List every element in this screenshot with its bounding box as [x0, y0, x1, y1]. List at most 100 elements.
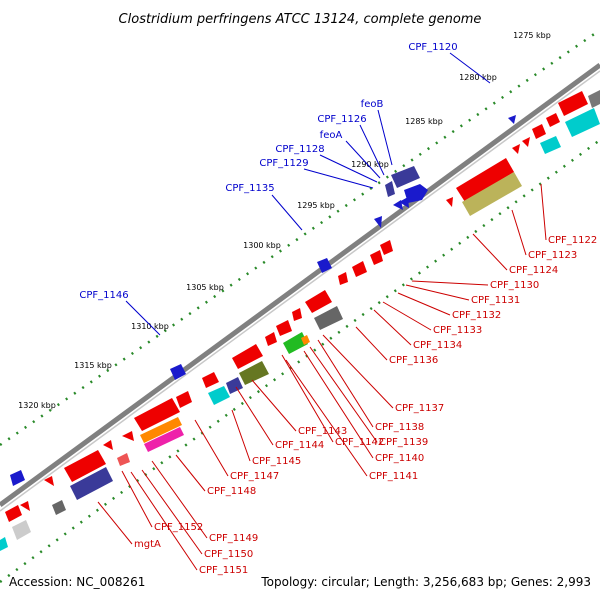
reverse-label-cpf_1131[interactable]: CPF_1131: [471, 295, 520, 306]
feature-top-right-red-2[interactable]: [546, 113, 560, 127]
forward-leader-cpf_1128: [319, 154, 378, 183]
tick-label-1320-kbp: 1320 kbp: [18, 401, 56, 410]
feature-cpf1139[interactable]: [283, 332, 308, 354]
feature-red-left-1[interactable]: [5, 505, 22, 522]
feature-cpf1122[interactable]: [456, 158, 514, 202]
reverse-label-cpf_1152[interactable]: CPF_1152: [154, 522, 203, 533]
feature-cpf1138[interactable]: [276, 320, 292, 336]
reverse-leader-cpf_1143: [251, 379, 297, 432]
reverse-leader-cpf_1137: [322, 334, 394, 409]
feature-gray-small[interactable]: [52, 500, 66, 515]
feature-cpf1124[interactable]: [512, 144, 520, 154]
feature-cyan-left[interactable]: [0, 537, 8, 551]
reverse-label-cpf_1138[interactable]: CPF_1138: [375, 422, 424, 433]
reverse-features: [0, 90, 600, 551]
reverse-label-cpf_1141[interactable]: CPF_1141: [369, 471, 418, 482]
feature-cpf1146[interactable]: [170, 364, 186, 380]
feature-top-right-gray[interactable]: [588, 90, 600, 108]
feature-cpf1149[interactable]: [140, 417, 182, 443]
feature-red-arrow-c[interactable]: [176, 391, 192, 408]
feature-cpf1126[interactable]: [385, 181, 395, 197]
feature-top-right-red-1[interactable]: [558, 91, 588, 116]
feature-cpf1129[interactable]: [399, 197, 409, 208]
feature-cpf1137[interactable]: [292, 308, 302, 321]
reverse-label-cpf_1134[interactable]: CPF_1134: [413, 340, 462, 351]
feature-red-arrow-g[interactable]: [20, 501, 30, 511]
feature-cpf1143[interactable]: [239, 361, 269, 385]
feature-red-arrow-f[interactable]: [44, 476, 54, 486]
forward-leader-feoa: [345, 140, 381, 179]
reverse-label-cpf_1142[interactable]: CPF_1142: [335, 437, 384, 448]
reverse-label-cpf_1123[interactable]: CPF_1123: [528, 250, 577, 261]
feature-blue-mid[interactable]: [317, 258, 332, 273]
reverse-label-cpf_1148[interactable]: CPF_1148: [207, 486, 256, 497]
reverse-label-cpf_1147[interactable]: CPF_1147: [230, 471, 279, 482]
reverse-leader-cpf_1136: [355, 326, 388, 361]
feature-cpf1147[interactable]: [202, 372, 219, 388]
feature-cpf1132[interactable]: [352, 261, 367, 277]
feature-cpf1135[interactable]: [374, 216, 382, 228]
tick-label-1295-kbp: 1295 kbp: [297, 201, 335, 210]
feature-red-arrow-d[interactable]: [122, 431, 134, 441]
reverse-label-cpf_1132[interactable]: CPF_1132: [452, 310, 501, 321]
reverse-label-cpf_1124[interactable]: CPF_1124: [509, 265, 558, 276]
reverse-label-cpf_1145[interactable]: CPF_1145: [252, 456, 301, 467]
feature-blue-left[interactable]: [10, 470, 25, 486]
reverse-label-mgta[interactable]: mgtA: [134, 539, 161, 550]
forward-features: [10, 115, 516, 486]
reverse-leader-cpf_1134: [373, 309, 412, 346]
reverse-label-cpf_1151[interactable]: CPF_1151: [199, 565, 248, 576]
forward-label-feoa[interactable]: feoA: [320, 130, 343, 141]
forward-label-cpf_1129[interactable]: CPF_1129: [259, 158, 308, 169]
feature-cpf1150[interactable]: [144, 427, 184, 452]
feature-cpf1142[interactable]: [232, 344, 263, 369]
feature-cpf1123[interactable]: [462, 172, 522, 216]
feature-cpf1133[interactable]: [338, 272, 348, 285]
reverse-label-cpf_1133[interactable]: CPF_1133: [433, 325, 482, 336]
feature-top-right-red-3[interactable]: [532, 124, 546, 139]
reverse-label-cpf_1130[interactable]: CPF_1130: [490, 280, 539, 291]
feature-top-right-cyan-small[interactable]: [540, 136, 561, 154]
feature-cpf1141[interactable]: [265, 332, 277, 346]
feature-cpf1131[interactable]: [370, 250, 383, 265]
feature-cpf1136[interactable]: [314, 306, 343, 330]
feature-red-arrow-b[interactable]: [446, 197, 453, 207]
reverse-label-cpf_1144[interactable]: CPF_1144: [275, 440, 324, 451]
feature-cpf1152[interactable]: [70, 467, 113, 500]
feature-top-right-cyan[interactable]: [565, 108, 600, 137]
reverse-leader-cpf_1122: [540, 183, 547, 241]
reverse-leader-cpf_1149: [151, 460, 208, 539]
tick-label-1285-kbp: 1285 kbp: [405, 117, 443, 126]
reverse-leader-cpf_1151: [130, 471, 198, 571]
feature-cpf1120[interactable]: [508, 115, 516, 124]
reverse-label-cpf_1137[interactable]: CPF_1137: [395, 403, 444, 414]
feature-cpf1151[interactable]: [117, 453, 130, 466]
reverse-label-cpf_1143[interactable]: CPF_1143: [298, 426, 347, 437]
feature-cpf1148[interactable]: [134, 398, 180, 431]
feature-red-arrow-e[interactable]: [103, 440, 113, 450]
feature-mgta[interactable]: [64, 450, 106, 482]
feature-feoa[interactable]: [404, 184, 428, 203]
feature-cpf1144[interactable]: [226, 377, 243, 394]
feature-silver-left[interactable]: [12, 520, 31, 540]
feature-cpf1140[interactable]: [301, 335, 310, 345]
feature-cpf1130[interactable]: [380, 240, 393, 255]
forward-label-cpf_1146[interactable]: CPF_1146: [79, 290, 128, 301]
feature-feob[interactable]: [391, 166, 420, 188]
backbone-outer-line: [0, 62, 600, 508]
feature-red-arrow-a[interactable]: [522, 137, 530, 147]
reverse-label-cpf_1150[interactable]: CPF_1150: [204, 549, 253, 560]
reverse-label-cpf_1136[interactable]: CPF_1136: [389, 355, 438, 366]
reverse-label-cpf_1140[interactable]: CPF_1140: [375, 453, 424, 464]
forward-label-cpf_1128[interactable]: CPF_1128: [275, 144, 324, 155]
reverse-label-cpf_1149[interactable]: CPF_1149: [209, 533, 258, 544]
reverse-label-cpf_1139[interactable]: CPF_1139: [379, 437, 428, 448]
feature-cpf1134[interactable]: [305, 290, 332, 313]
forward-label-feob[interactable]: feoB: [361, 99, 384, 110]
forward-label-cpf_1126[interactable]: CPF_1126: [317, 114, 366, 125]
forward-label-cpf_1120[interactable]: CPF_1120: [408, 42, 457, 53]
feature-cpf1145[interactable]: [208, 386, 230, 405]
forward-label-cpf_1135[interactable]: CPF_1135: [225, 183, 274, 194]
forward-leader-cpf_1120: [449, 52, 491, 84]
reverse-label-cpf_1122[interactable]: CPF_1122: [548, 235, 597, 246]
